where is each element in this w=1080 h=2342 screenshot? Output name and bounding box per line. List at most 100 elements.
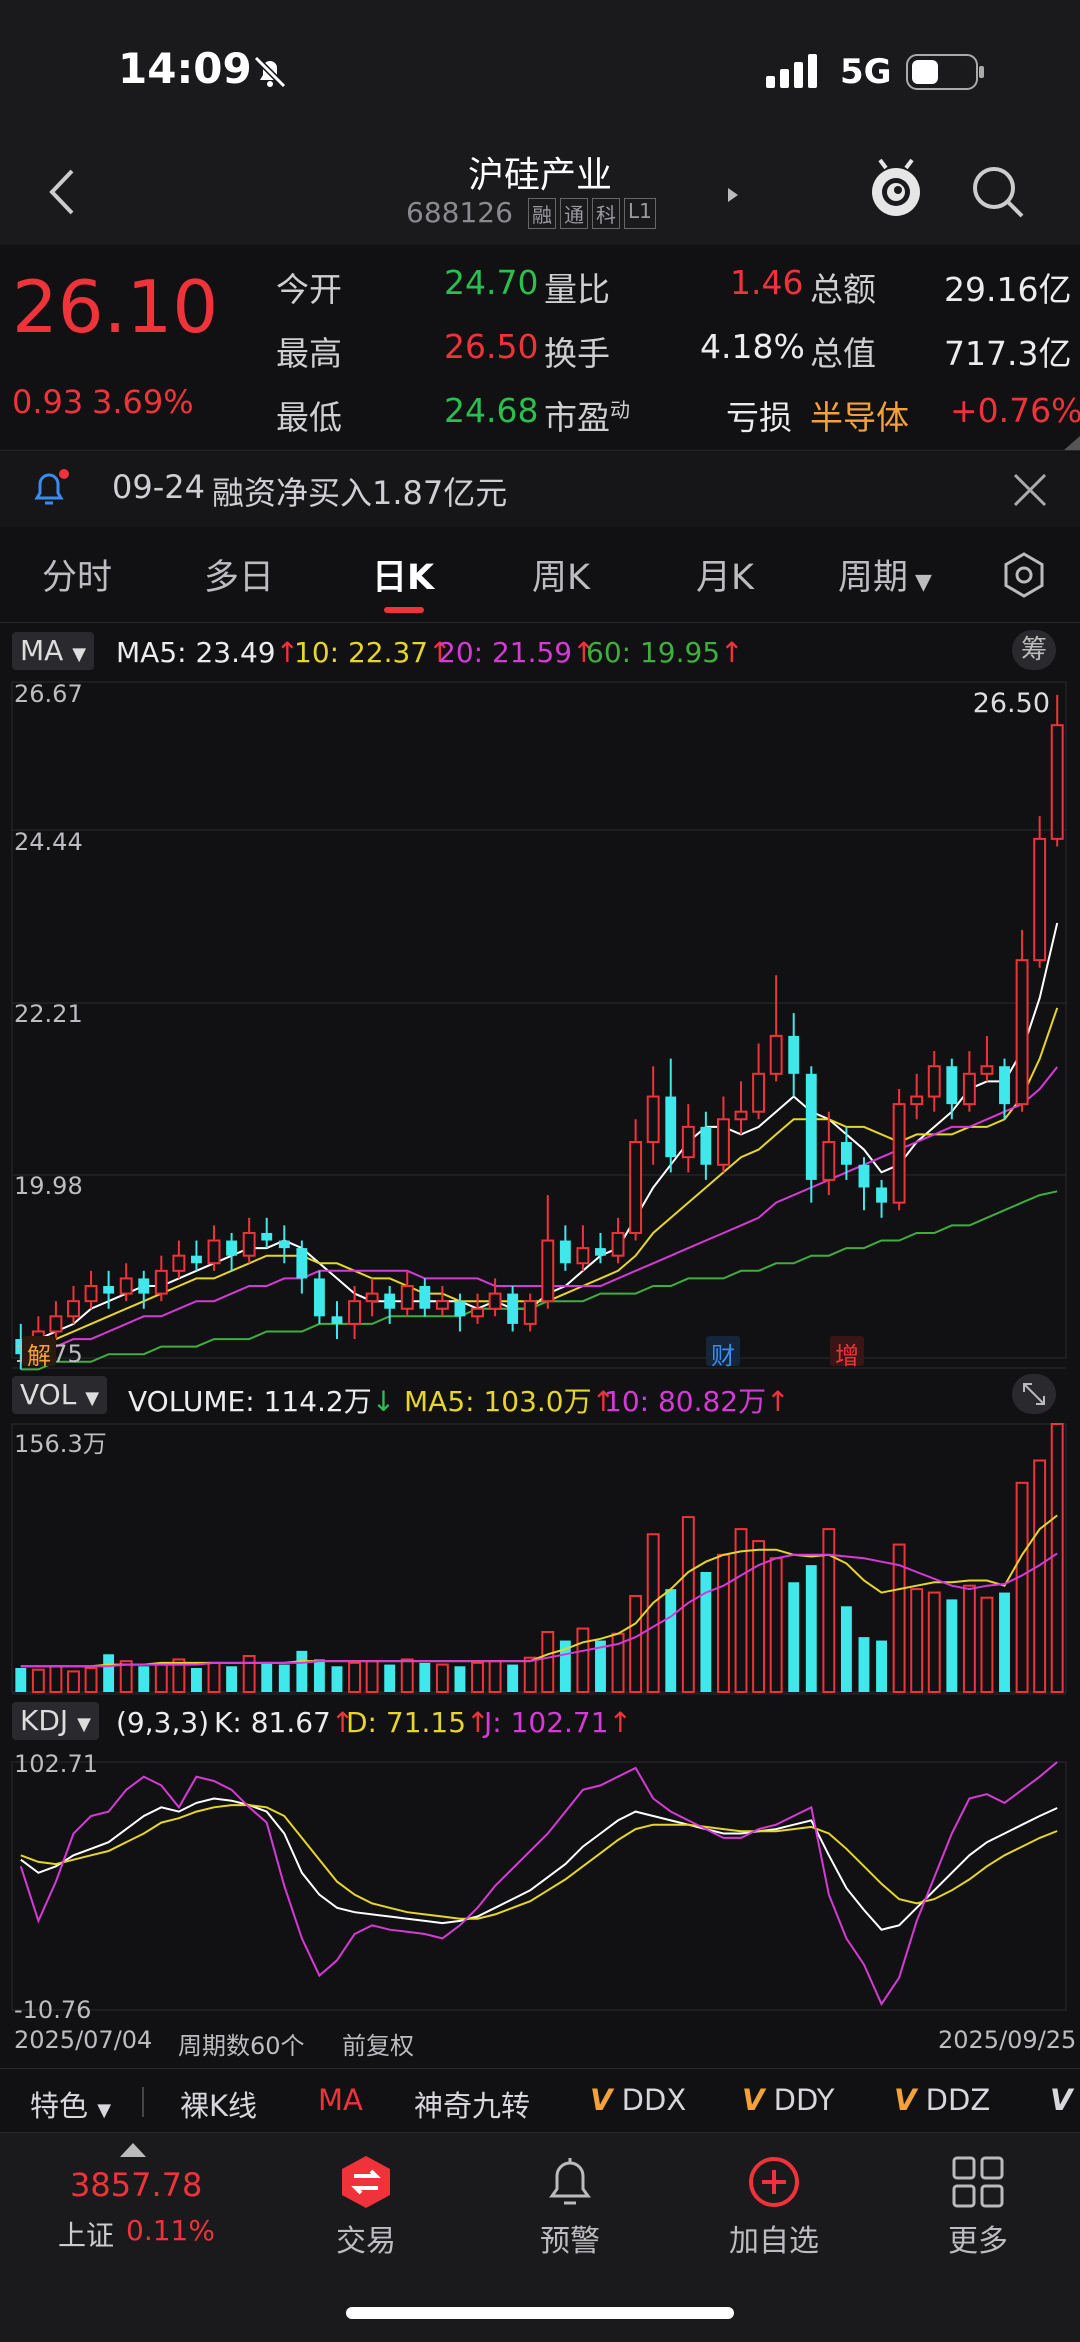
candle-body-up	[576, 1247, 590, 1265]
adjust-mode[interactable]: 前复权	[342, 2032, 414, 2060]
kdj-tick-bottom: -10.76	[14, 1996, 92, 2024]
ma60-up-icon: ↑	[720, 636, 744, 669]
candle-body-up	[717, 1118, 730, 1166]
candle-body-up	[400, 1285, 414, 1310]
kdj-k-up-icon: ↑	[330, 1706, 355, 1739]
quote-panel: 26.10 0.93 3.69% 今开 24.70 最高 26.50 最低 24…	[0, 245, 1080, 451]
search-icon[interactable]	[968, 162, 1028, 226]
volume-bar-up	[435, 1663, 449, 1693]
active-tab-indicator	[384, 607, 424, 613]
status-bar: 14:09 5G	[0, 0, 1080, 140]
candle-body-up	[646, 1095, 660, 1144]
stock-header: 沪硅产业 688126 融 通 科 L1	[0, 140, 1080, 245]
volume-bar-up	[576, 1627, 590, 1693]
volume-bar-up	[488, 1660, 502, 1693]
vol-ma5-value: MA5: 103.0万↑	[404, 1380, 615, 1420]
volume-bar-up	[962, 1584, 976, 1694]
ma5-value: MA5: 23.49↑	[116, 636, 299, 669]
candle-body-down	[296, 1248, 308, 1279]
close-icon[interactable]	[1012, 472, 1048, 512]
notice-bar[interactable]: 09-24 融资净买入1.87亿元	[0, 452, 1080, 527]
vol-ma5-value-text: MA5: 103.0万	[404, 1385, 592, 1418]
candle-body-down	[384, 1293, 396, 1309]
volume-bar-down	[595, 1640, 606, 1692]
last-price: 26.10	[12, 265, 219, 349]
tab-multiday[interactable]: 多日	[204, 558, 275, 598]
ddy-v-icon: V	[742, 2083, 765, 2117]
volume-bar-down	[559, 1640, 571, 1692]
candle-body-up	[84, 1285, 98, 1303]
candle-body-down	[191, 1255, 202, 1264]
candle-body-up	[822, 1141, 836, 1181]
feature-ddy[interactable]: V DDY	[742, 2083, 834, 2117]
tab-intraday[interactable]: 分时	[42, 558, 113, 598]
feature-naked-k[interactable]: 裸K线	[180, 2089, 258, 2123]
expand-icon[interactable]	[1012, 1374, 1056, 1414]
kdj-j-value: J: 102.71↑	[484, 1706, 632, 1739]
volume-bar-up	[1033, 1459, 1047, 1694]
candle-body-up	[1050, 724, 1064, 840]
tab-monthly-k[interactable]: 月K	[696, 558, 754, 598]
earnings-marker[interactable]: 财	[706, 1336, 740, 1370]
sector-label[interactable]: 半导体	[810, 398, 909, 437]
feature-ma[interactable]: MA	[318, 2083, 363, 2117]
volume-ratio-label: 量比	[544, 270, 610, 309]
ma-selector[interactable]: MA ▼	[12, 632, 95, 670]
alert-bell-icon[interactable]	[542, 2154, 598, 2214]
period-tabs: 分时 多日 日K 周K 月K 周期 ▼	[0, 527, 1080, 623]
vol-selector[interactable]: VOL ▼	[12, 1376, 108, 1414]
index-name: 上证	[58, 2219, 115, 2252]
more-grid-icon[interactable]	[950, 2154, 1006, 2214]
ddx-v-icon: V	[590, 2083, 613, 2117]
nav-add-watchlist[interactable]: 加自选	[729, 2224, 819, 2259]
tab-period[interactable]: 周期 ▼	[838, 549, 932, 600]
pe-value: 亏损	[726, 398, 792, 437]
notice-date: 09-24	[112, 468, 205, 506]
feature-ddz[interactable]: V DDZ	[894, 2083, 990, 2117]
candle-body-up	[927, 1065, 941, 1098]
back-icon[interactable]	[42, 165, 82, 223]
more-features-icon[interactable]: V	[1050, 2083, 1073, 2117]
next-stock-icon[interactable]	[726, 186, 740, 208]
volume-bar-up	[717, 1553, 730, 1693]
unlock-marker[interactable]: 解	[22, 1336, 56, 1370]
trade-icon[interactable]	[338, 2154, 394, 2214]
volume-bar-up	[822, 1528, 836, 1694]
feature-special[interactable]: 特色 ▼	[30, 2083, 111, 2125]
index-value[interactable]: 3857.78	[70, 2166, 203, 2204]
tab-daily-k[interactable]: 日K	[372, 558, 435, 598]
chip-distribution-button[interactable]: 筹	[1012, 630, 1056, 670]
dropdown-arrow-icon: ▼	[908, 570, 932, 595]
candle-body-up	[980, 1065, 994, 1075]
badge-l1: L1	[624, 198, 656, 229]
candle-body-down	[876, 1187, 887, 1203]
pe-label-sup: 动	[610, 398, 630, 422]
volume-bar-up	[119, 1660, 133, 1693]
kdj-selector[interactable]: KDJ ▼	[12, 1702, 99, 1740]
candle-body-down	[261, 1232, 273, 1241]
candle-body-down	[507, 1293, 519, 1324]
volume-bar-down	[665, 1589, 677, 1692]
nav-trade[interactable]: 交易	[336, 2224, 396, 2259]
feature-ddx[interactable]: V DDX	[590, 2083, 686, 2117]
signal-icon	[764, 54, 824, 92]
feature-magic-nine[interactable]: 神奇九转	[414, 2089, 531, 2123]
candle-body-down	[665, 1096, 677, 1158]
increase-marker[interactable]: 增	[830, 1336, 864, 1370]
volume-bar-up	[1050, 1423, 1064, 1693]
ma5-value-text: MA5: 23.49	[116, 636, 276, 669]
kline-charts[interactable]: 26.50	[0, 676, 1080, 2021]
volume-bar-down	[331, 1666, 343, 1692]
nav-more[interactable]: 更多	[948, 2224, 1008, 2259]
volume-bar-down	[840, 1606, 852, 1692]
candle-body-up	[154, 1269, 168, 1295]
mascot-icon[interactable]	[868, 158, 924, 224]
candle-body-down	[419, 1286, 431, 1309]
settings-icon[interactable]	[1000, 551, 1048, 603]
tab-weekly-k[interactable]: 周K	[532, 558, 590, 598]
amount-label: 总额	[810, 270, 876, 309]
add-watchlist-icon[interactable]	[746, 2154, 802, 2214]
volume-bar-down	[858, 1637, 870, 1692]
nav-alert[interactable]: 预警	[540, 2224, 600, 2259]
ma-dropdown-icon: ▼	[72, 644, 87, 665]
